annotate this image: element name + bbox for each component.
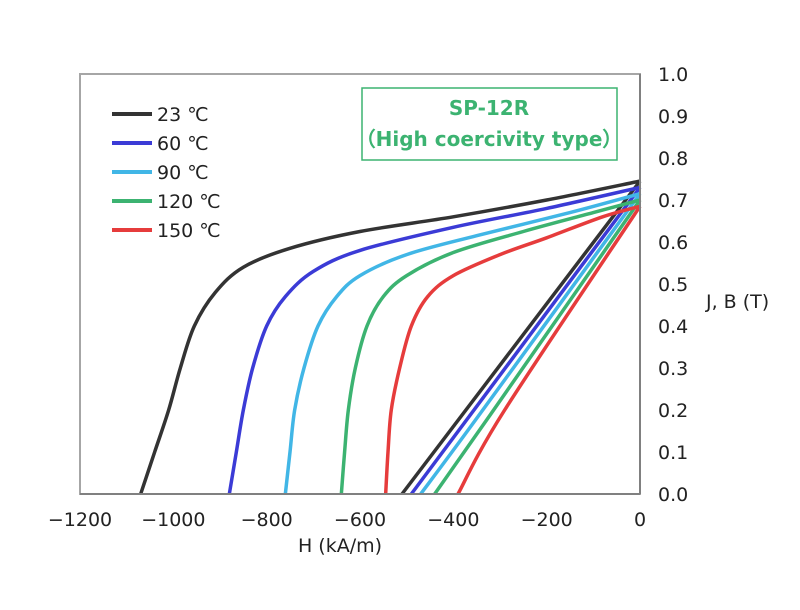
y-tick-label: 0.7 xyxy=(658,190,688,212)
y-tick-label: 0.0 xyxy=(658,484,688,506)
x-tick-label: −200 xyxy=(521,509,573,531)
x-ticks: −1200 −1000 −800 −600 −400 −200 0 xyxy=(48,509,646,531)
legend: 23 ℃ 60 ℃ 90 ℃ 120 ℃ 150 ℃ xyxy=(112,104,221,242)
x-tick-label: 0 xyxy=(634,509,646,531)
series-1-j-curve xyxy=(139,179,641,495)
x-tick-label: −1000 xyxy=(141,509,205,531)
series-5-b-line xyxy=(456,205,642,495)
y-tick-label: 0.4 xyxy=(658,316,688,338)
y-tick-label: 0.5 xyxy=(658,274,688,296)
legend-label: 90 ℃ xyxy=(157,162,209,184)
x-axis-label: H (kA/m) xyxy=(298,535,382,557)
legend-label: 23 ℃ xyxy=(157,104,209,126)
x-tick-label: −400 xyxy=(427,509,479,531)
x-tick-label: −800 xyxy=(241,509,293,531)
legend-label: 150 ℃ xyxy=(157,220,221,242)
chart-title: SP-12R xyxy=(449,96,529,120)
y-ticks: 0.0 0.1 0.2 0.3 0.4 0.5 0.6 0.7 0.8 0.9 1.0 xyxy=(658,64,688,506)
series-5-j-curve xyxy=(383,204,641,495)
series-4-j-curve xyxy=(339,198,641,495)
series-2-j-curve xyxy=(227,185,641,495)
series-2-b-line xyxy=(409,186,642,496)
series-layer xyxy=(139,179,642,496)
y-tick-label: 0.2 xyxy=(658,400,688,422)
x-tick-label: −1200 xyxy=(48,509,112,531)
series-1-b-line xyxy=(400,180,642,496)
x-tick-label: −600 xyxy=(334,509,386,531)
y-tick-label: 0.3 xyxy=(658,358,688,380)
y-tick-label: 0.6 xyxy=(658,232,688,254)
legend-label: 60 ℃ xyxy=(157,133,209,155)
series-3-b-line xyxy=(419,192,642,496)
title-box xyxy=(361,87,618,161)
y-tick-label: 1.0 xyxy=(658,64,688,86)
chart-subtitle: （High coercivity type） xyxy=(356,127,623,151)
series-3-j-curve xyxy=(283,192,641,495)
y-axis-label: J, B (T) xyxy=(705,291,769,313)
y-tick-label: 0.8 xyxy=(658,148,688,170)
y-tick-label: 0.1 xyxy=(658,442,688,464)
y-tick-label: 0.9 xyxy=(658,106,688,128)
series-4-b-line xyxy=(433,198,642,496)
legend-label: 120 ℃ xyxy=(157,191,221,213)
